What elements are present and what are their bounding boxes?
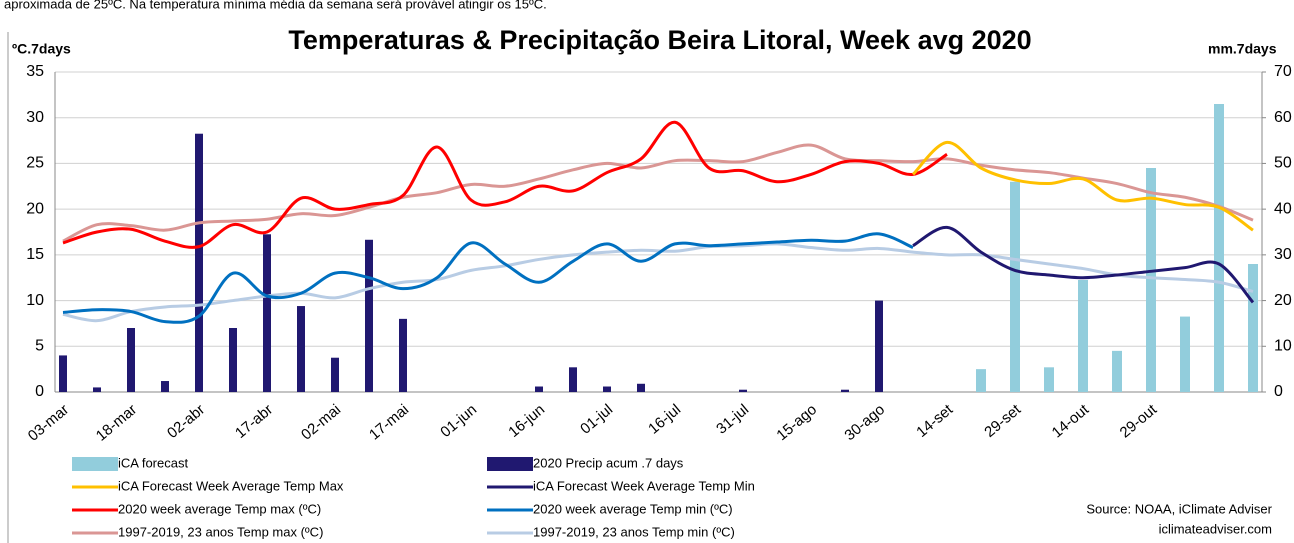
bar [399, 318, 407, 392]
bar [1112, 350, 1122, 392]
line [911, 140, 1254, 232]
bar [739, 389, 747, 392]
bar [195, 133, 203, 392]
legend-label: iCA Forecast Week Average Temp Min [533, 478, 755, 493]
line [62, 120, 948, 249]
bar [1044, 367, 1054, 392]
y2-tick-label: 60 [1274, 109, 1292, 126]
legend-label: 2020 Precip acum .7 days [533, 455, 684, 470]
bar [1010, 181, 1020, 392]
bar [263, 234, 271, 392]
legend-label: iCA forecast [118, 455, 188, 470]
y2-tick-label: 0 [1274, 383, 1283, 400]
bar [297, 306, 305, 392]
line [912, 225, 1255, 304]
bar [93, 387, 101, 392]
bar [569, 367, 577, 392]
y2-tick-label: 50 [1274, 155, 1292, 172]
legend-label: iCA Forecast Week Average Temp Max [118, 478, 344, 493]
y-tick-label: 30 [26, 109, 44, 126]
bar [331, 357, 339, 392]
y2-tick-label: 70 [1274, 63, 1292, 80]
legend-label: 1997-2019, 23 anos Temp max (ºC) [118, 524, 323, 539]
legend-swatch [487, 457, 533, 471]
bar [1248, 264, 1258, 392]
bar [59, 355, 67, 392]
legend-label: 2020 week average Temp min (ºC) [533, 501, 733, 516]
bar [875, 300, 883, 392]
legend-label: 2020 week average Temp max (ºC) [118, 501, 321, 516]
y-tick-label: 5 [35, 338, 44, 355]
y2-tick-label: 30 [1274, 246, 1292, 263]
y-axis-label: ºC.7days [12, 41, 71, 57]
website: iclimateadviser.com [1159, 521, 1272, 536]
bar [1078, 280, 1088, 392]
bar [976, 369, 986, 392]
legend-swatch [72, 457, 118, 471]
y-tick-label: 25 [26, 155, 44, 172]
y-tick-label: 35 [26, 63, 44, 80]
y-tick-label: 10 [26, 292, 44, 309]
bar [161, 381, 169, 392]
top-note: aproximada de 25ºC. Na temperatura mínim… [4, 0, 547, 11]
bar [1214, 104, 1224, 392]
bar [535, 386, 543, 392]
chart-title: Temperaturas & Precipitação Beira Litora… [288, 25, 1031, 55]
bar [229, 328, 237, 392]
bar [603, 386, 611, 392]
y2-tick-label: 10 [1274, 338, 1292, 355]
bar [841, 389, 849, 392]
source: Source: NOAA, iClimate Adviser [1086, 501, 1272, 516]
y-tick-label: 15 [26, 246, 44, 263]
legend-label: 1997-2019, 23 anos Temp min (ºC) [533, 524, 735, 539]
bar [365, 239, 373, 392]
y2-tick-label: 20 [1274, 292, 1292, 309]
line [62, 232, 914, 324]
bar [637, 383, 645, 392]
y2-axis-label: mm.7days [1208, 41, 1277, 57]
bar [127, 328, 135, 392]
bar [1180, 316, 1190, 392]
y-tick-label: 0 [35, 383, 44, 400]
bar [1146, 168, 1156, 392]
y-tick-label: 20 [26, 200, 44, 217]
line [62, 143, 1254, 243]
y2-tick-label: 40 [1274, 200, 1292, 217]
